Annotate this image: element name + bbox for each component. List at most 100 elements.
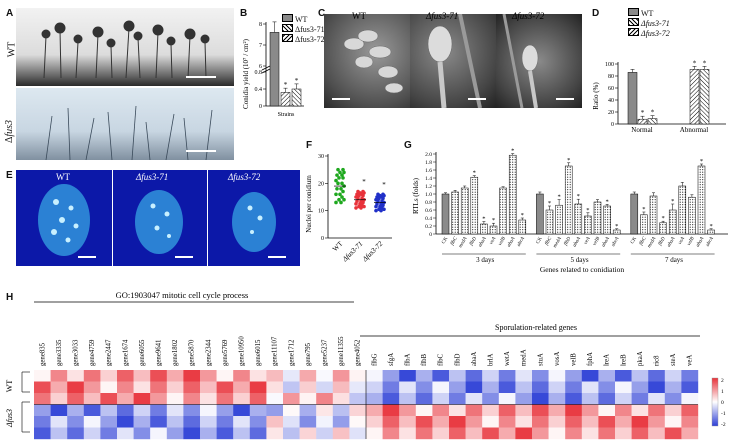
heatmap-cell	[117, 404, 134, 417]
heatmap-cell	[133, 370, 151, 382]
panel-label-b: B	[240, 8, 248, 19]
panel-c-title-wt: WT	[352, 11, 366, 21]
gene-label: abaA	[696, 236, 706, 248]
group-label: 5 days	[571, 256, 589, 264]
heatmap-cell	[283, 427, 300, 440]
bar	[689, 69, 700, 125]
heatmap-cell	[415, 404, 433, 417]
heatmap-cell	[415, 427, 433, 440]
group-label: 3 days	[476, 256, 494, 264]
wt-conidiophores-drawing	[41, 20, 216, 79]
heatmap-gene-label: gene835	[39, 342, 46, 366]
heatmap-cell	[349, 393, 367, 405]
group1-title: GO:1903047 mitotic cell cycle process	[116, 290, 249, 300]
heatmap-cell	[150, 427, 167, 440]
heatmap-cell	[415, 370, 433, 382]
significance-star: *	[382, 181, 386, 189]
heatmap-cell	[598, 370, 616, 382]
heatmap-cell	[283, 381, 300, 394]
heatmap-cell	[648, 416, 665, 428]
heatmap-cell	[283, 393, 300, 405]
heatmap-cell	[631, 427, 649, 440]
bar	[555, 204, 563, 235]
significance-star: *	[703, 59, 707, 67]
panel-b-legend: WT Δfus3-71 Δfus3-72	[282, 14, 325, 44]
legend-item-fus3-72: Δfus3-72	[282, 34, 325, 44]
heatmap-cell	[598, 381, 616, 394]
heatmap-cell	[266, 416, 284, 428]
bar	[269, 32, 280, 107]
heatmap-cell	[664, 393, 682, 405]
panel-e-fluor-fus3-71	[113, 170, 207, 266]
heatmap-cell	[34, 427, 51, 440]
data-point	[354, 206, 358, 210]
bar	[584, 215, 592, 235]
group2-title: Sporulation-related genes	[495, 323, 577, 332]
significance-star: *	[284, 81, 288, 89]
heatmap-cell	[233, 427, 250, 440]
heatmap-cell	[117, 416, 134, 428]
heatmap-cell	[67, 404, 84, 417]
heatmap-cell	[465, 404, 483, 417]
heatmap-cell	[532, 404, 549, 417]
heatmap-cell	[50, 416, 68, 428]
gene-label: CK	[441, 236, 449, 245]
panel-a-row-label-mut: Δfus3	[4, 119, 16, 144]
bar	[603, 205, 611, 235]
heatmap-cell	[299, 393, 317, 405]
heatmap-cell	[266, 404, 284, 417]
heatmap-cell	[166, 393, 184, 405]
bar	[536, 193, 544, 235]
panel-g-xlabel: Genes related to conidiation	[540, 265, 625, 274]
colorbar-tick-label: 0	[721, 400, 724, 406]
heatmap-gene-label: gene5237	[322, 339, 329, 366]
significance-star: *	[671, 198, 674, 205]
y-tick-label: 1.4	[425, 176, 432, 182]
heatmap-cell	[648, 404, 665, 417]
data-point	[357, 193, 361, 198]
heatmap-cell	[648, 427, 665, 440]
bar	[280, 92, 291, 107]
heatmap-cell	[67, 416, 84, 428]
heatmap-cell	[34, 381, 51, 394]
heatmap-gene-label: gene11355	[338, 336, 345, 366]
heatmap-cell	[34, 416, 51, 428]
heatmap-cell	[548, 393, 566, 405]
heatmap-cell	[166, 416, 184, 428]
y-tick-label: 10	[318, 209, 324, 215]
heatmap-cell	[515, 404, 533, 417]
data-point	[339, 187, 343, 191]
heatmap-cell	[631, 393, 649, 405]
panel-b-ylabel: Conidia yield (10⁷ / cm²)	[242, 38, 250, 109]
y-tick-label: 40	[608, 98, 614, 104]
significance-star: *	[521, 212, 524, 219]
heatmap-cell	[67, 393, 84, 405]
heatmap-cell	[681, 416, 699, 428]
heatmap-cell	[133, 427, 151, 440]
heatmap-gene-label: flbD	[454, 353, 461, 366]
heatmap-cell	[216, 393, 234, 405]
data-point	[334, 192, 338, 197]
heatmap-cell	[349, 370, 367, 382]
heatmap-gene-label: gene11107	[272, 336, 279, 366]
heatmap-cell	[183, 370, 201, 382]
heatmap-cell	[117, 370, 134, 382]
heatmap-cell	[399, 381, 416, 394]
data-point	[374, 208, 378, 213]
heatmap-cell	[498, 393, 516, 405]
heatmap-cell	[117, 427, 134, 440]
gene-label: abrA	[706, 236, 716, 248]
heatmap-gene-label: veA	[687, 355, 694, 366]
heatmap-cell	[332, 427, 350, 440]
heatmap-cell	[465, 416, 483, 428]
heatmap-cell	[465, 370, 483, 382]
gene-label: veA	[584, 236, 593, 246]
y-tick-label: 1.0	[425, 192, 432, 198]
heatmap-cell	[598, 427, 616, 440]
colorbar-tick-label: 2	[721, 378, 724, 384]
heatmap-cell	[249, 427, 267, 440]
heatmap-cell	[67, 427, 84, 440]
heatmap-gene-label: gene6015	[255, 339, 262, 366]
heatmap-cell	[366, 393, 383, 405]
